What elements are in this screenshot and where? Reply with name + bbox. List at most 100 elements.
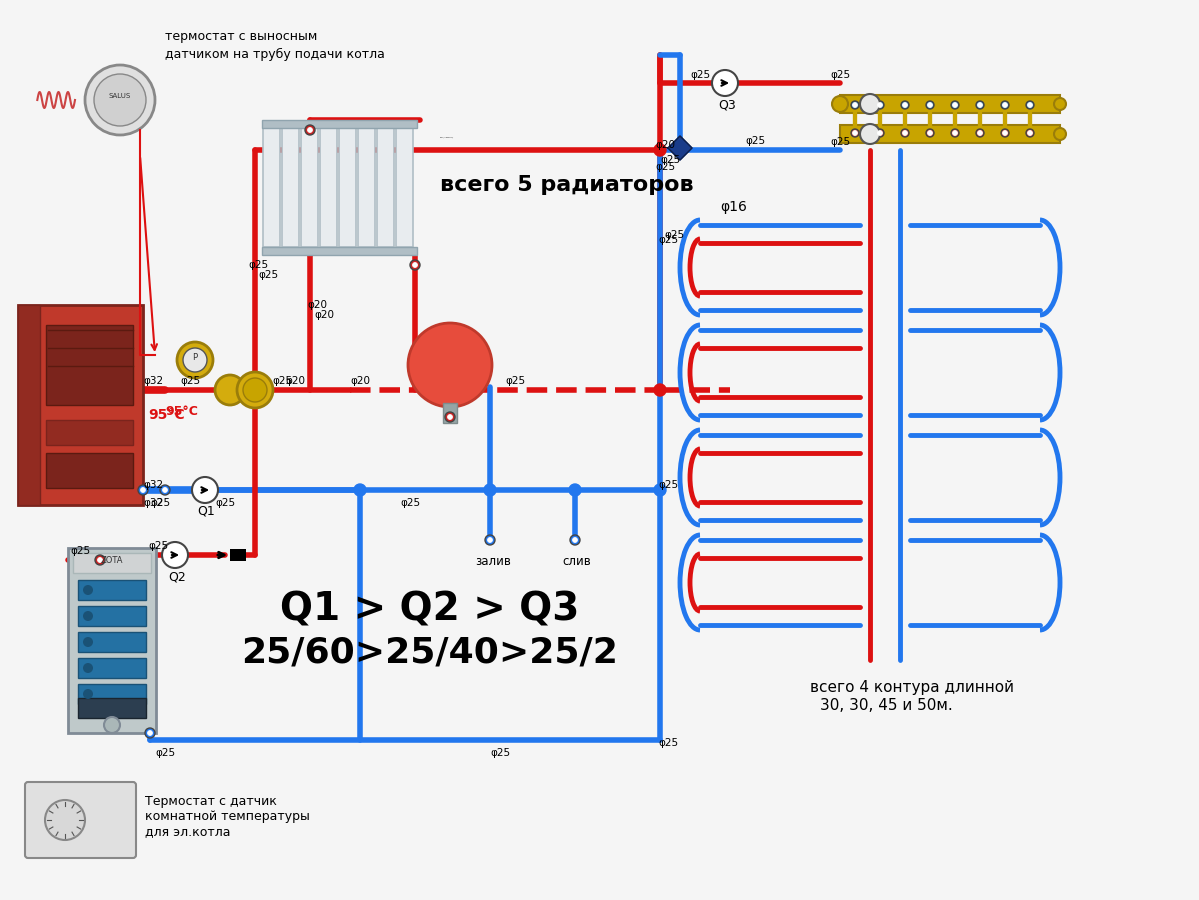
Circle shape [976, 129, 984, 137]
Circle shape [653, 384, 665, 396]
Circle shape [1026, 129, 1034, 137]
Text: φ20: φ20 [307, 300, 327, 310]
Text: Q1: Q1 [197, 505, 215, 518]
Circle shape [1001, 101, 1010, 109]
Bar [230, 549, 246, 561]
Circle shape [852, 103, 857, 107]
Circle shape [951, 101, 959, 109]
Text: φ20: φ20 [314, 310, 335, 320]
Circle shape [952, 103, 958, 107]
Circle shape [95, 555, 106, 565]
Bar [46, 420, 133, 445]
Circle shape [104, 717, 120, 733]
Circle shape [46, 800, 85, 840]
Text: φ25: φ25 [505, 376, 525, 386]
Circle shape [832, 96, 848, 112]
Text: φ25: φ25 [490, 748, 510, 758]
Text: φ25: φ25 [830, 137, 850, 147]
Bar [263, 120, 417, 128]
Circle shape [926, 101, 934, 109]
Circle shape [215, 375, 245, 405]
Bar [78, 606, 146, 626]
Circle shape [138, 485, 147, 495]
Bar [263, 128, 281, 247]
Bar [263, 247, 417, 255]
Bar [46, 325, 133, 405]
Bar [376, 128, 394, 247]
Circle shape [97, 557, 102, 562]
Text: всего 4 контура длинной: всего 4 контура длинной [811, 680, 1014, 695]
Circle shape [83, 585, 94, 595]
Circle shape [570, 484, 582, 496]
Text: комнатной температуры: комнатной температуры [145, 810, 309, 823]
Text: φ25: φ25 [215, 498, 235, 508]
Circle shape [851, 101, 858, 109]
Circle shape [243, 378, 267, 402]
Text: φ16: φ16 [721, 200, 747, 214]
Circle shape [928, 130, 933, 136]
Circle shape [147, 731, 152, 735]
FancyBboxPatch shape [25, 782, 135, 858]
Circle shape [572, 537, 578, 543]
Text: φ25: φ25 [830, 70, 850, 80]
Circle shape [354, 484, 366, 496]
Circle shape [876, 101, 884, 109]
Text: φ25: φ25 [248, 260, 269, 270]
Circle shape [900, 101, 909, 109]
Circle shape [1002, 103, 1007, 107]
Text: 30, 30, 45 и 50м.: 30, 30, 45 и 50м. [820, 698, 953, 713]
Circle shape [976, 101, 984, 109]
Circle shape [484, 484, 496, 496]
Circle shape [1054, 98, 1066, 110]
Circle shape [852, 130, 857, 136]
Bar [396, 128, 412, 247]
Circle shape [159, 485, 170, 495]
Circle shape [1002, 130, 1007, 136]
Text: 25/60>25/40>25/2: 25/60>25/40>25/2 [241, 635, 619, 669]
Text: φ25: φ25 [258, 270, 278, 280]
Text: φ25: φ25 [655, 162, 675, 172]
Circle shape [162, 542, 188, 568]
Polygon shape [668, 136, 692, 160]
Text: φ25: φ25 [659, 155, 680, 165]
Text: φ25 (unused label): φ25 (unused label) [440, 136, 453, 138]
Circle shape [952, 130, 958, 136]
Bar [78, 580, 146, 600]
Bar [359, 128, 375, 247]
Circle shape [85, 65, 155, 135]
Bar [18, 305, 143, 505]
Circle shape [977, 103, 982, 107]
Bar [46, 453, 133, 488]
Bar [339, 128, 356, 247]
Text: SALUS: SALUS [109, 93, 131, 99]
Text: φ25: φ25 [689, 70, 710, 80]
Circle shape [163, 488, 168, 492]
Circle shape [851, 129, 858, 137]
Circle shape [412, 263, 417, 267]
Circle shape [408, 323, 492, 407]
Bar [840, 125, 1060, 143]
Circle shape [410, 260, 420, 270]
Bar [840, 95, 1060, 113]
Circle shape [192, 477, 218, 503]
Text: всего 5 радиаторов: всего 5 радиаторов [440, 175, 694, 195]
Circle shape [140, 488, 145, 492]
Circle shape [903, 130, 908, 136]
Circle shape [1054, 128, 1066, 140]
Circle shape [83, 611, 94, 621]
Text: φ25: φ25 [658, 235, 679, 245]
Bar [68, 548, 156, 733]
Text: φ32: φ32 [143, 480, 163, 490]
Circle shape [447, 415, 452, 419]
Text: Q2: Q2 [168, 570, 186, 583]
Circle shape [177, 342, 213, 378]
Text: φ20: φ20 [350, 376, 370, 386]
Circle shape [878, 130, 882, 136]
Circle shape [1028, 103, 1032, 107]
Text: φ25: φ25 [745, 136, 765, 146]
Bar [78, 684, 146, 704]
Circle shape [926, 129, 934, 137]
Circle shape [570, 535, 580, 545]
Circle shape [653, 484, 665, 496]
Text: Термостат с датчик: Термостат с датчик [145, 795, 277, 808]
